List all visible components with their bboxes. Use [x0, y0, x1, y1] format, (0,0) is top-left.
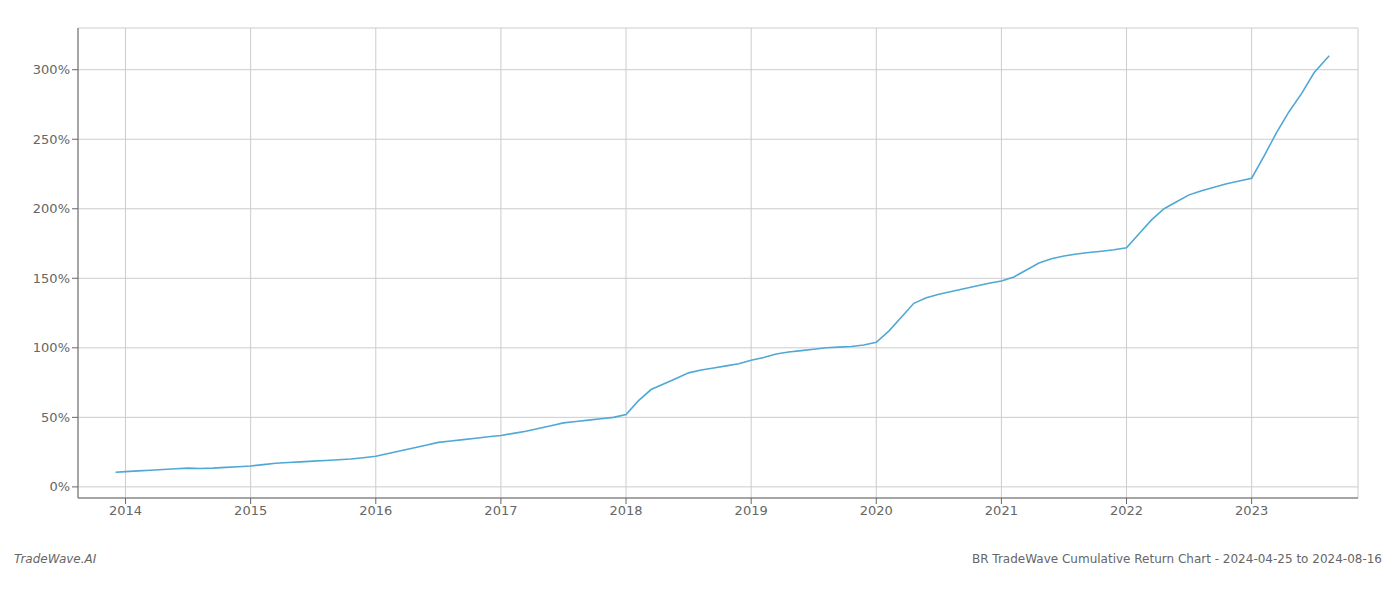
svg-text:250%: 250% — [33, 132, 70, 147]
svg-text:150%: 150% — [33, 271, 70, 286]
svg-text:300%: 300% — [33, 62, 70, 77]
svg-text:2021: 2021 — [985, 503, 1018, 518]
svg-text:100%: 100% — [33, 340, 70, 355]
svg-text:2016: 2016 — [359, 503, 392, 518]
svg-text:0%: 0% — [49, 479, 70, 494]
svg-text:2020: 2020 — [860, 503, 893, 518]
svg-text:2014: 2014 — [109, 503, 142, 518]
svg-text:2015: 2015 — [234, 503, 267, 518]
svg-text:2023: 2023 — [1235, 503, 1268, 518]
html-text:BR TradeWave Cumulative Return: BR TradeWave Cumulative Return Chart - 2… — [972, 552, 1382, 566]
svg-text:2019: 2019 — [735, 503, 768, 518]
svg-text:50%: 50% — [41, 410, 70, 425]
svg-text:2018: 2018 — [609, 503, 642, 518]
html-text:TradeWave.AI: TradeWave.AI — [14, 552, 97, 566]
svg-text:200%: 200% — [33, 201, 70, 216]
svg-text:2017: 2017 — [484, 503, 517, 518]
svg-text:2022: 2022 — [1110, 503, 1143, 518]
